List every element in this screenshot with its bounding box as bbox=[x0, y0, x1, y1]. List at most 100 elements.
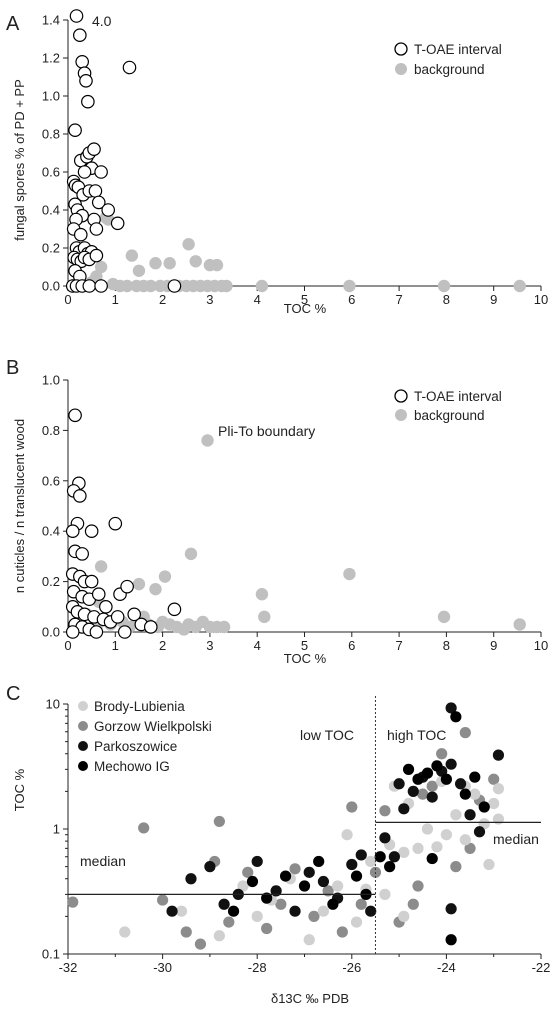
panel-c-brody-point bbox=[351, 916, 362, 927]
panel-c-mechowo-point bbox=[313, 856, 324, 867]
panel-a-y-tick-label: 0.4 bbox=[42, 203, 60, 218]
panel-a-x-tick-label: 10 bbox=[534, 292, 548, 307]
panel-c-gorzow-point bbox=[157, 894, 168, 905]
panel-b-letter: B bbox=[6, 357, 19, 379]
panel-c-x-tick-label: -30 bbox=[153, 960, 172, 975]
panel-a-toae-point bbox=[90, 249, 102, 261]
panel-c-gorzow-point bbox=[181, 926, 192, 937]
panel-c-y-axis-title: TOC % bbox=[12, 768, 27, 811]
panel-b-toae-point bbox=[109, 517, 121, 529]
panel-a-toae-point bbox=[90, 223, 102, 235]
panel-c-x-tick-label: -28 bbox=[248, 960, 267, 975]
panel-c-gorzow-point bbox=[138, 822, 149, 833]
panel-b-y-axis-title: n cuticles / n translucent wood bbox=[12, 419, 27, 593]
legend-label-gorzow: Gorzow Wielkpolski bbox=[94, 719, 212, 734]
legend-label-background: background bbox=[414, 408, 485, 423]
panel-a-y-tick-label: 0.8 bbox=[42, 127, 60, 142]
panel-b-toae-point bbox=[69, 409, 81, 421]
panel-b-y-tick-label: 0.2 bbox=[42, 574, 60, 589]
panel-c-parkoszowice-point bbox=[304, 867, 315, 878]
panel-c-brody-point bbox=[422, 823, 433, 834]
panel-a-background-point bbox=[95, 261, 107, 273]
panel-c-mechowo-point bbox=[460, 789, 471, 800]
panel-a-y-tick-label: 0.0 bbox=[42, 279, 60, 294]
panel-a-offscale-annotation: 4.0 bbox=[92, 13, 112, 29]
panel-a-x-tick-label: 0 bbox=[64, 292, 71, 307]
panel-c-parkoszowice-point bbox=[398, 803, 409, 814]
panel-b-y-tick-label: 0.6 bbox=[42, 473, 60, 488]
panel-c-parkoszowice-point bbox=[427, 791, 438, 802]
panel-c-parkoszowice-point bbox=[408, 786, 419, 797]
panel-c-gorzow-point bbox=[460, 727, 471, 738]
panel-a-toae-point bbox=[75, 229, 87, 241]
panel-c-gorzow-point bbox=[337, 926, 348, 937]
panel-a-x-tick-label: 7 bbox=[395, 292, 402, 307]
panel-a-y-tick-label: 0.6 bbox=[42, 165, 60, 180]
panel-a-background-point bbox=[211, 259, 223, 271]
panel-a-y-tick-label: 0.2 bbox=[42, 241, 60, 256]
panel-c-parkoszowice-point bbox=[346, 859, 357, 870]
panel-c-gorzow-point bbox=[67, 897, 78, 908]
panel-a-x-tick-label: 9 bbox=[490, 292, 497, 307]
panel-c-mechowo-point bbox=[469, 772, 480, 783]
panel-a-toae-point bbox=[83, 280, 95, 292]
median-label-high: median bbox=[493, 831, 539, 847]
panel-b-background-point bbox=[133, 578, 145, 590]
panel-a-background-point bbox=[514, 280, 526, 292]
panel-b-toae-point bbox=[85, 575, 97, 587]
panel-c-mechowo-point bbox=[427, 853, 438, 864]
panel-b-background-point bbox=[185, 548, 197, 560]
panel-b-background-point bbox=[95, 560, 107, 572]
panel-c-gorzow-point bbox=[412, 880, 423, 891]
panel-a: A fungal spores % of PD + PP TOC % 4.0 T… bbox=[6, 10, 548, 316]
panel-c-brody-point bbox=[318, 906, 329, 917]
panel-c-gorzow-point bbox=[214, 816, 225, 827]
panel-c-gorzow-point bbox=[379, 805, 390, 816]
panel-c-mechowo-point bbox=[479, 801, 490, 812]
panel-c-parkoszowice-point bbox=[394, 778, 405, 789]
panel-c-gorzow-point bbox=[436, 748, 447, 759]
panel-c-parkoszowice-point bbox=[379, 832, 390, 843]
panel-c-gorzow-point bbox=[356, 899, 367, 910]
panel-b-toae-point bbox=[85, 525, 97, 537]
panel-a-toae-point bbox=[82, 96, 94, 108]
panel-c-parkoszowice-point bbox=[464, 809, 475, 820]
legend-marker-gorzow bbox=[78, 721, 88, 731]
panel-a-x-tick-label: 5 bbox=[301, 292, 308, 307]
panel-c-brody-point bbox=[341, 829, 352, 840]
panel-b-background-point bbox=[218, 621, 230, 633]
panel-c-gorzow-point bbox=[308, 911, 319, 922]
legend-marker-parkoszowice bbox=[78, 741, 88, 751]
panel-b-background-point bbox=[258, 611, 270, 623]
panel-c-brody-point bbox=[431, 841, 442, 852]
panel-c-mechowo-point bbox=[247, 876, 258, 887]
panel-c-mechowo-point bbox=[450, 711, 461, 722]
panel-b-y-tick-label: 0.0 bbox=[42, 625, 60, 640]
panel-c-gorzow-point bbox=[346, 801, 357, 812]
panel-c-brody-point bbox=[460, 834, 471, 845]
panel-a-toae-point bbox=[168, 280, 180, 292]
panel-c-parkoszowice-point bbox=[252, 856, 263, 867]
panel-b-x-tick-label: 10 bbox=[534, 638, 548, 653]
legend-marker-toae bbox=[395, 43, 407, 55]
legend-label-parkoszowice: Parkoszowice bbox=[94, 739, 177, 754]
panel-c-brody-point bbox=[119, 926, 130, 937]
panel-a-background-point bbox=[220, 280, 232, 292]
panel-c-parkoszowice-point bbox=[493, 750, 504, 761]
panel-b-x-tick-label: 9 bbox=[490, 638, 497, 653]
panel-b-x-tick-label: 5 bbox=[301, 638, 308, 653]
panel-c-x-axis-title: δ13C ‰ PDB bbox=[271, 991, 349, 1006]
panel-c-gorzow-point bbox=[289, 863, 300, 874]
panel-c-brody-point bbox=[304, 934, 315, 945]
panel-c-brody-point bbox=[214, 930, 225, 941]
panel-c-parkoszowice-point bbox=[446, 903, 457, 914]
panel-c-x-tick-label: -32 bbox=[59, 960, 78, 975]
panel-b-x-tick-label: 2 bbox=[159, 638, 166, 653]
panel-c-brody-point bbox=[493, 783, 504, 794]
legend-marker-brody bbox=[78, 701, 88, 711]
panel-c-mechowo-point bbox=[375, 851, 386, 862]
panel-c-parkoszowice-point bbox=[289, 906, 300, 917]
panel-b-x-tick-label: 6 bbox=[348, 638, 355, 653]
panel-b-background-point bbox=[438, 611, 450, 623]
panel-c-y-tick-label: 10 bbox=[46, 697, 60, 712]
